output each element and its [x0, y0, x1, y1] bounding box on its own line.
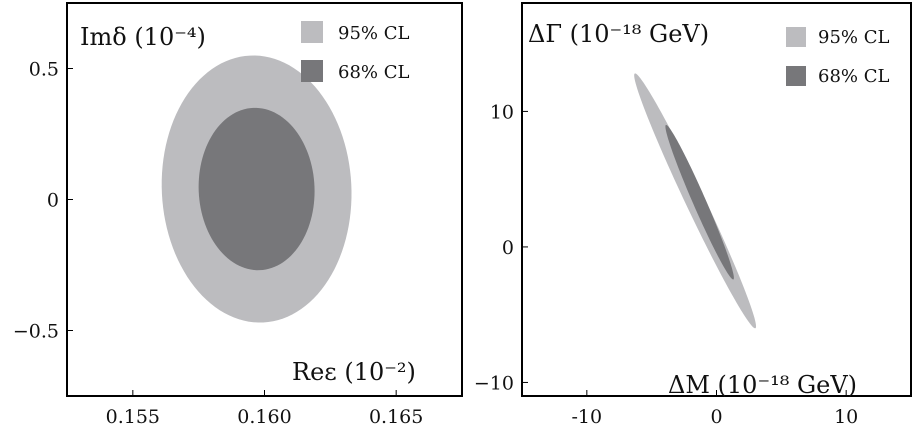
left-contours — [161, 55, 352, 323]
left-x-tick-label: 0.165 — [369, 406, 423, 428]
right-panel: -10 0 10 10 0 −10 95% CL 68% CL ΔΓ (10⁻¹⁸ GeV… — [474, 2, 912, 428]
right-contours — [634, 73, 757, 329]
right-x-axis-label: ΔM (10⁻¹⁸ GeV) — [668, 371, 857, 399]
right-legend-swatch-95 — [786, 27, 806, 47]
right-x-tick-label: 10 — [834, 406, 858, 428]
right-x-tick-label: -10 — [572, 406, 603, 428]
left-ticks: 0.155 0.160 0.165 0.5 0 −0.5 — [13, 59, 424, 429]
left-y-tick-label: 0.5 — [29, 59, 59, 81]
left-panel: 0.155 0.160 0.165 0.5 0 −0.5 95% CL 68% CL Im… — [13, 2, 463, 429]
left-y-tick-label: 0 — [47, 190, 59, 212]
left-y-tick-label: −0.5 — [13, 321, 59, 343]
right-plot-frame — [521, 2, 912, 397]
right-ticks: -10 0 10 10 0 −10 — [474, 101, 858, 428]
left-y-axis-label: Imδ (10⁻⁴) — [80, 23, 206, 51]
right-y-tick-label: 0 — [502, 237, 514, 259]
left-contour-68-cl — [198, 107, 315, 271]
right-y-tick-label: 10 — [490, 101, 514, 123]
left-legend-label-95: 95% CL — [338, 23, 410, 44]
left-legend-swatch-95 — [301, 21, 323, 43]
left-legend-swatch-68 — [301, 60, 323, 82]
right-x-tick-label: 0 — [710, 406, 722, 428]
left-x-tick-label: 0.155 — [106, 406, 160, 428]
right-legend-label-95: 95% CL — [818, 27, 890, 48]
right-legend-label-68: 68% CL — [818, 66, 890, 87]
right-y-axis-label: ΔΓ (10⁻¹⁸ GeV) — [528, 20, 709, 48]
right-contour-68-cl — [665, 124, 734, 280]
right-legend-swatch-68 — [786, 66, 806, 86]
left-x-tick-label: 0.160 — [237, 406, 291, 428]
left-x-axis-label: Reε (10⁻²) — [292, 358, 416, 386]
left-legend-label-68: 68% CL — [338, 62, 410, 83]
right-y-tick-label: −10 — [474, 372, 514, 394]
